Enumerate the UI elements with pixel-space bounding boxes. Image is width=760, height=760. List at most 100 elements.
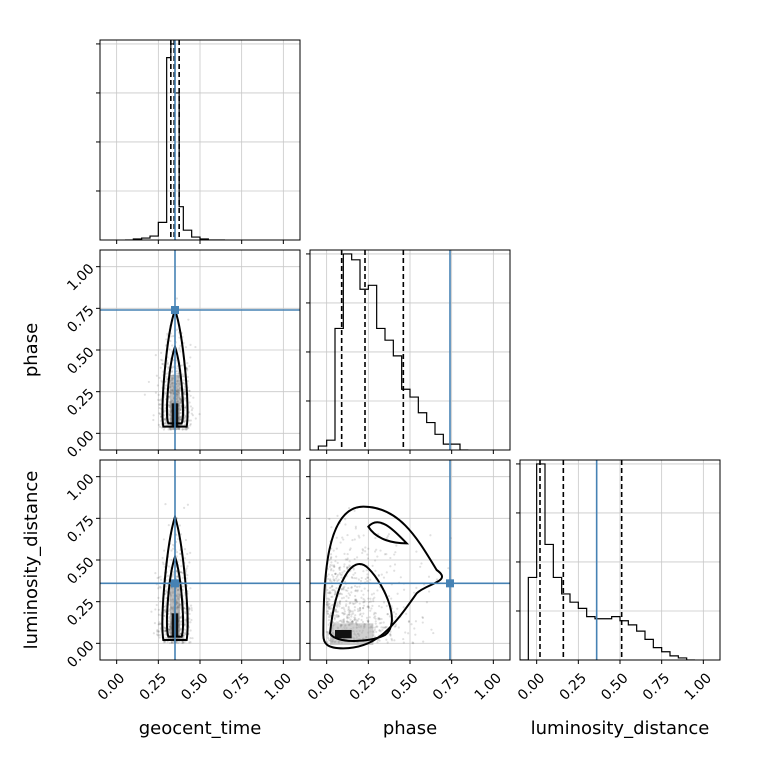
x-tick-label: 0.25	[557, 670, 590, 703]
sample-point	[181, 428, 184, 431]
sample-point	[372, 613, 376, 616]
sample-point	[170, 369, 174, 373]
sample-point	[175, 640, 179, 643]
y-tick-label: 1.00	[64, 471, 97, 504]
sample-point	[383, 626, 386, 629]
sample-point	[339, 602, 342, 606]
sample-point	[348, 611, 351, 614]
sample-point	[342, 538, 345, 541]
sample-point	[157, 393, 160, 396]
sample-point	[158, 621, 161, 624]
sample-point	[331, 589, 334, 592]
sample-point	[327, 573, 330, 576]
sample-point	[355, 621, 358, 624]
sample-point	[175, 555, 178, 558]
sample-point	[177, 537, 180, 541]
sample-point	[330, 586, 333, 589]
sample-point	[336, 605, 339, 608]
sample-point	[362, 593, 365, 596]
sample-point	[190, 412, 193, 415]
sample-point	[168, 641, 171, 644]
sample-point	[364, 550, 367, 553]
sample-point	[412, 591, 416, 594]
sample-point	[364, 546, 367, 549]
sample-point	[186, 552, 189, 556]
sample-point	[338, 592, 342, 595]
sample-point	[382, 621, 385, 624]
sample-point	[356, 608, 360, 611]
sample-point	[182, 585, 185, 588]
sample-point	[164, 422, 167, 425]
sample-point	[351, 621, 354, 624]
sample-point	[328, 517, 331, 521]
sample-point	[435, 578, 439, 581]
sample-point	[367, 605, 371, 608]
density-luminosity_distance-geocent_time	[150, 503, 194, 645]
sample-point	[365, 616, 369, 619]
histogram-phase	[317, 253, 469, 450]
sample-point	[393, 639, 396, 642]
sample-point	[171, 366, 174, 369]
sample-point	[329, 563, 332, 567]
sample-point	[348, 610, 351, 613]
sample-point	[331, 584, 334, 588]
sample-point	[337, 615, 340, 618]
sample-point	[332, 569, 335, 572]
sample-point	[180, 571, 183, 574]
sample-point	[329, 556, 333, 560]
sample-point	[188, 612, 191, 616]
sample-point	[163, 609, 166, 612]
sample-point	[335, 547, 338, 550]
sample-point	[421, 621, 424, 624]
sample-point	[379, 630, 382, 633]
sample-point	[167, 410, 170, 413]
sample-point	[156, 630, 159, 633]
sample-point	[380, 573, 383, 576]
sample-point	[159, 600, 162, 603]
sample-point	[343, 565, 346, 568]
sample-point	[374, 569, 377, 572]
x-tick-label: 0.25	[137, 670, 170, 703]
sample-point	[370, 593, 373, 596]
sample-point	[347, 507, 351, 510]
sample-point	[165, 589, 168, 592]
sample-point	[184, 415, 187, 418]
sample-point	[394, 615, 397, 618]
sample-point	[394, 612, 398, 616]
sample-point	[189, 424, 192, 427]
sample-point	[377, 573, 380, 577]
sample-point	[366, 619, 369, 622]
sample-point	[342, 619, 346, 622]
sample-point	[364, 577, 367, 581]
sample-point	[157, 634, 160, 637]
sample-point	[334, 609, 337, 613]
sample-point	[353, 609, 356, 612]
sample-point	[346, 613, 349, 616]
x-tick-label: 0.50	[598, 670, 631, 703]
sample-point	[348, 548, 351, 551]
sample-point	[380, 617, 383, 621]
x-tick-label: 0.00	[515, 670, 548, 703]
sample-point	[329, 578, 332, 581]
sample-point	[164, 626, 167, 630]
sample-point	[164, 391, 167, 395]
truth-marker	[171, 579, 179, 588]
sample-point	[352, 567, 355, 570]
sample-point	[326, 610, 329, 613]
sample-point	[164, 420, 168, 423]
sample-point	[171, 641, 174, 644]
sample-point	[184, 538, 187, 542]
sample-point	[354, 601, 357, 605]
sample-point	[167, 620, 171, 623]
sample-point	[167, 428, 170, 431]
sample-point	[157, 596, 160, 599]
sample-point	[367, 600, 371, 604]
sample-point	[179, 350, 182, 353]
sample-point	[175, 570, 178, 573]
sample-point	[159, 586, 162, 589]
sample-point	[188, 365, 191, 368]
sample-point	[183, 610, 187, 613]
sample-point	[346, 616, 349, 619]
sample-point	[358, 602, 361, 605]
sample-point	[183, 548, 187, 551]
